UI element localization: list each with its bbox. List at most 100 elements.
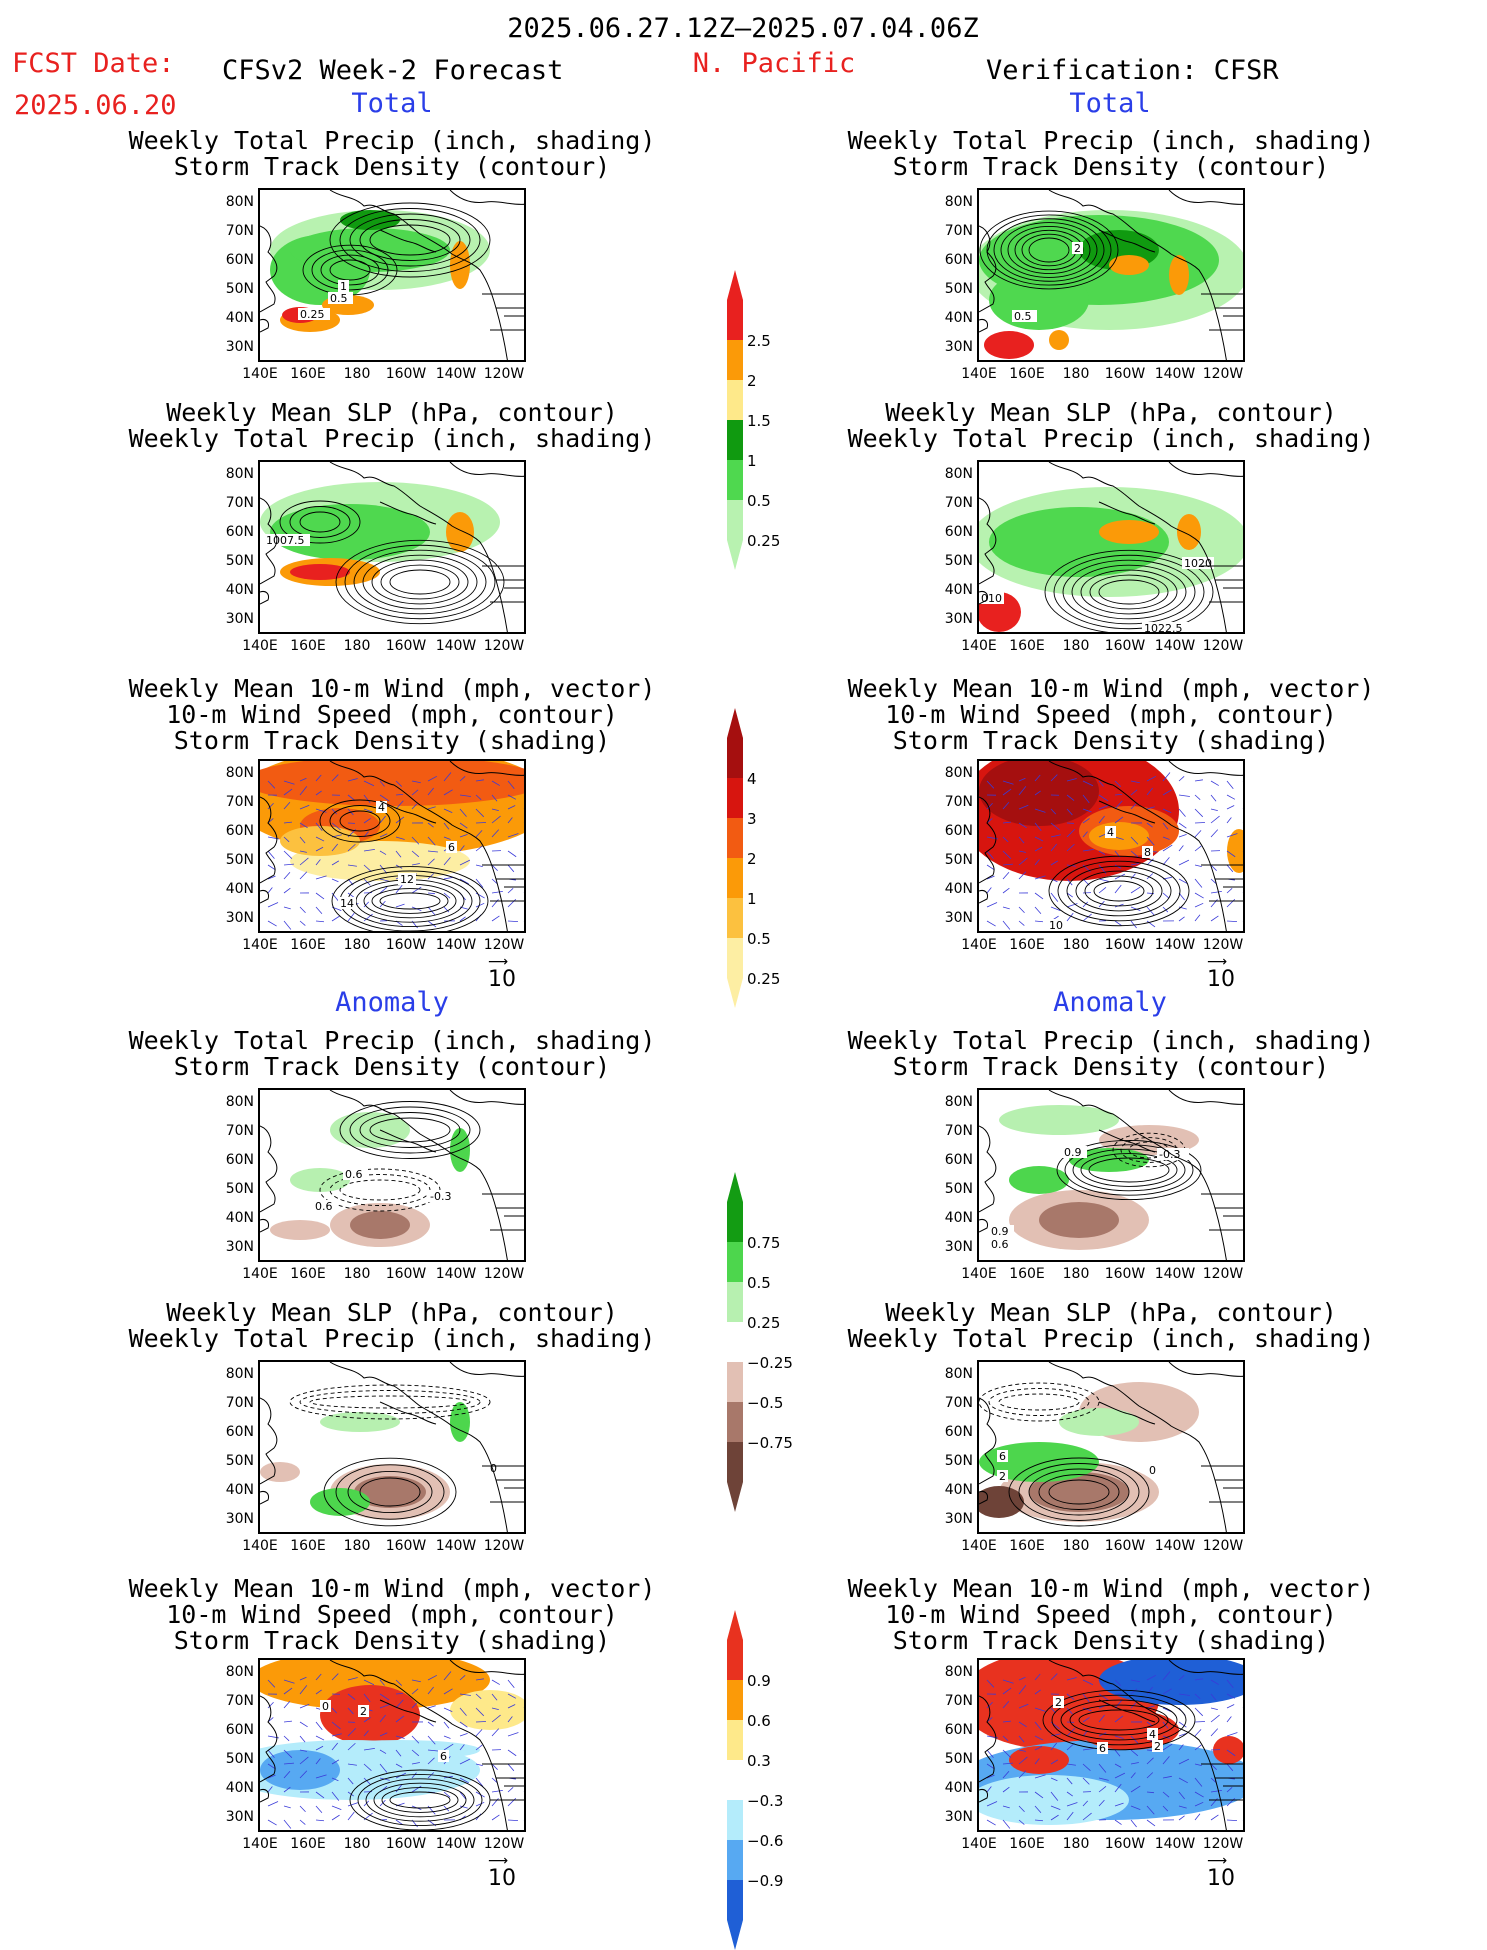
lon-label: 140W — [1155, 937, 1196, 953]
contour-label: 14 — [340, 897, 354, 910]
lon-label: 140E — [961, 937, 997, 953]
storm-anom-colorbar-label: −0.9 — [747, 1872, 783, 1890]
lat-label: 80N — [933, 1366, 973, 1382]
storm-anom-colorbar-segment — [727, 1760, 743, 1800]
storm-anom-colorbar-segment — [727, 1640, 743, 1680]
lat-label: 80N — [933, 1094, 973, 1110]
precip-total-colorbar-segment — [727, 380, 743, 420]
fc-anom-wind-map-svg: 206 — [260, 1660, 526, 1832]
lon-label: 160E — [1009, 1538, 1045, 1554]
lon-label: 120W — [1203, 1266, 1244, 1282]
lon-label: 180 — [344, 1538, 371, 1554]
lon-label: 180 — [1063, 1538, 1090, 1554]
contour-label: -0.3 — [1159, 1148, 1180, 1161]
wind-reference-label: 10 — [488, 1866, 516, 1891]
lat-label: 30N — [214, 339, 254, 355]
obs-total-precip-title-line: Storm Track Density (contour) — [848, 154, 1375, 180]
precip-anom-colorbar-segment — [727, 1442, 743, 1482]
wind-reference-vector: ⟶10 — [1207, 1856, 1235, 1891]
obs-total-wind-title-line: 10-m Wind Speed (mph, contour) — [848, 702, 1375, 728]
precip-total-colorbar-label: 1 — [747, 452, 757, 470]
verification-title: Verification: CFSR — [986, 57, 1279, 84]
lat-label: 60N — [933, 1722, 973, 1738]
contour-label: 0.6 — [991, 1238, 1009, 1251]
fc-anom-precip-title-line: Storm Track Density (contour) — [129, 1054, 656, 1080]
lon-label: 160E — [1009, 1266, 1045, 1282]
lon-label: 120W — [1203, 366, 1244, 382]
region-title: N. Pacific — [693, 50, 856, 77]
storm-anom-colorbar-segment — [727, 1800, 743, 1840]
lat-label: 50N — [933, 1453, 973, 1469]
precip-anom-colorbar-segment — [727, 1202, 743, 1242]
lat-label: 70N — [214, 794, 254, 810]
lat-label: 40N — [214, 310, 254, 326]
lon-label: 140W — [1155, 1538, 1196, 1554]
lon-label: 140E — [242, 1836, 278, 1852]
fc-total-wind-title-line: Storm Track Density (shading) — [129, 728, 656, 754]
lon-label: 120W — [1203, 1836, 1244, 1852]
lon-label: 140E — [961, 1836, 997, 1852]
lon-label: 140E — [242, 366, 278, 382]
storm-total-colorbar-segment — [727, 858, 743, 898]
obs-total-wind-title-line: Storm Track Density (shading) — [848, 728, 1375, 754]
lat-label: 80N — [214, 466, 254, 482]
lon-label: 140W — [436, 937, 477, 953]
lon-label: 140E — [961, 366, 997, 382]
lat-label: 80N — [933, 194, 973, 210]
lat-label: 50N — [933, 553, 973, 569]
lat-label: 40N — [933, 881, 973, 897]
precip-anom-colorbar-segment — [727, 1402, 743, 1442]
storm-total-colorbar-label: 0.5 — [747, 930, 771, 948]
storm-anom-colorbar-segment — [727, 1840, 743, 1880]
lat-label: 80N — [214, 194, 254, 210]
lat-label: 50N — [933, 281, 973, 297]
obs-anom-wind-title-line: Weekly Mean 10-m Wind (mph, vector) — [848, 1576, 1375, 1602]
fc-anom-precip-title-line: Weekly Total Precip (inch, shading) — [129, 1028, 656, 1054]
obs-total-precip-map-svg: 20.5 — [979, 190, 1245, 362]
lat-label: 30N — [933, 1809, 973, 1825]
storm-total-colorbar-label: 4 — [747, 770, 757, 788]
precip-shade — [1009, 1166, 1069, 1194]
precip-anom-colorbar-label: −0.5 — [747, 1394, 783, 1412]
contour-label: 6 — [1099, 1742, 1106, 1755]
precip-anom-colorbar-tip — [727, 1482, 743, 1512]
lat-label: 60N — [933, 1424, 973, 1440]
lon-label: 180 — [344, 1266, 371, 1282]
lon-label: 140E — [242, 1538, 278, 1554]
lat-label: 50N — [214, 1751, 254, 1767]
contour-label: -0.3 — [430, 1190, 451, 1203]
fc-total-slp-title-line: Weekly Mean SLP (hPa, contour) — [129, 400, 656, 426]
lat-label: 80N — [214, 1094, 254, 1110]
wind-reference-label: 10 — [488, 967, 516, 992]
precip-shade — [1177, 514, 1201, 550]
lon-label: 180 — [1063, 1836, 1090, 1852]
fc-anom-slp-title: Weekly Mean SLP (hPa, contour)Weekly Tot… — [129, 1300, 656, 1352]
precip-shade — [260, 1462, 300, 1482]
lat-label: 70N — [214, 1123, 254, 1139]
lat-label: 70N — [933, 495, 973, 511]
obs-anom-slp-title: Weekly Mean SLP (hPa, contour)Weekly Tot… — [848, 1300, 1375, 1352]
lat-label: 30N — [933, 1511, 973, 1527]
storm-total-colorbar-tip — [727, 978, 743, 1008]
precip-anom-colorbar — [727, 1172, 757, 1512]
lon-label: 160W — [1105, 1538, 1146, 1554]
lat-label: 70N — [214, 495, 254, 511]
contour-label: 0.6 — [345, 1168, 363, 1181]
verification-total-label: Total — [1069, 90, 1150, 117]
storm-shade — [260, 761, 526, 806]
fc-anom-precip-map-svg: 0.60.6-0.3 — [260, 1090, 526, 1262]
lon-label: 160E — [1009, 638, 1045, 654]
contour-label: 2 — [999, 1470, 1006, 1483]
lat-label: 30N — [214, 1809, 254, 1825]
forecast-title: CFSv2 Week-2 Forecast — [222, 57, 563, 84]
storm-anom-colorbar-label: 0.9 — [747, 1672, 771, 1690]
lon-label: 160E — [290, 1266, 326, 1282]
lon-label: 160W — [1105, 366, 1146, 382]
precip-shade — [446, 512, 474, 552]
lat-label: 60N — [214, 1722, 254, 1738]
lat-label: 30N — [933, 1239, 973, 1255]
storm-shade — [1089, 822, 1149, 850]
